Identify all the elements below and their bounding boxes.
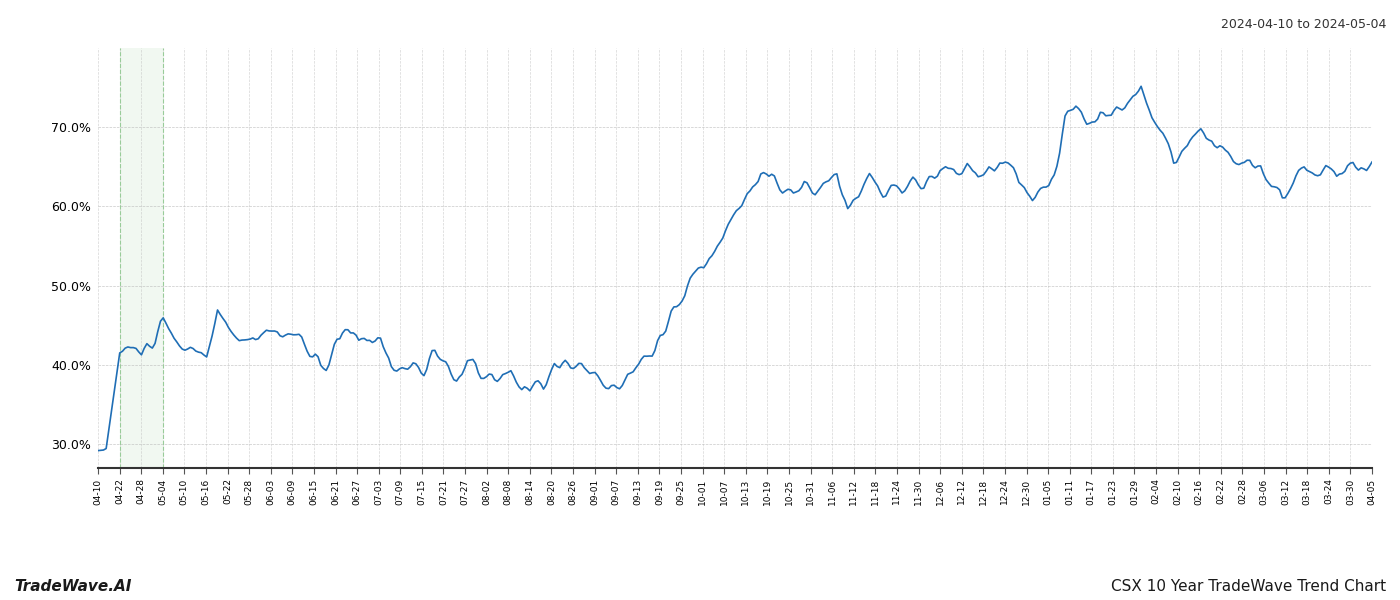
Text: TradeWave.AI: TradeWave.AI <box>14 579 132 594</box>
Text: 2024-04-10 to 2024-05-04: 2024-04-10 to 2024-05-04 <box>1221 18 1386 31</box>
Bar <box>119 48 162 468</box>
Text: CSX 10 Year TradeWave Trend Chart: CSX 10 Year TradeWave Trend Chart <box>1110 579 1386 594</box>
